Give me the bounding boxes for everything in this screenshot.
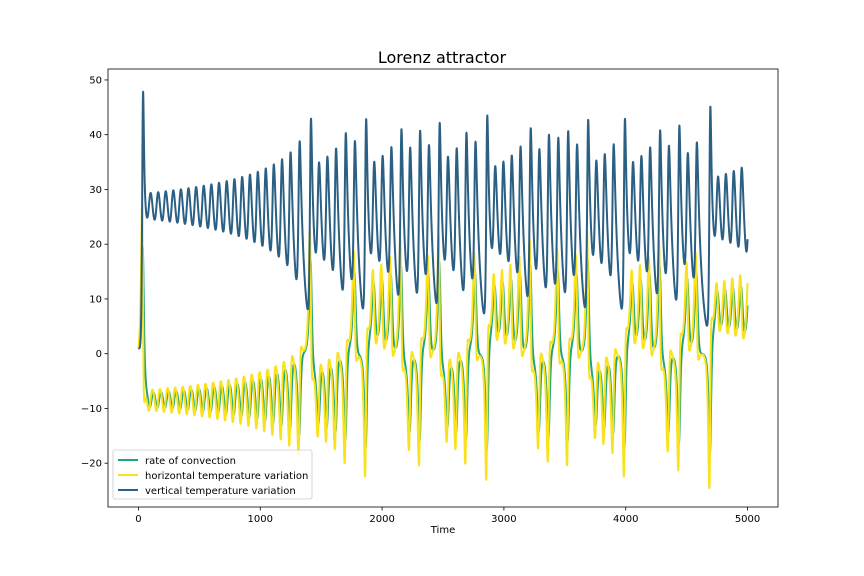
x-tick-label: 0: [135, 514, 141, 525]
x-tick-label: 4000: [613, 514, 638, 525]
y-tick-label: 10: [89, 294, 102, 305]
legend-label-vertical: vertical temperature variation: [145, 486, 296, 497]
x-axis-ticks: 0 1000 2000 3000 4000 5000: [135, 507, 760, 525]
legend-label-horizontal: horizontal temperature variation: [145, 471, 308, 482]
y-tick-label: 20: [89, 240, 102, 251]
chart-title: Lorenz attractor: [378, 48, 507, 67]
y-tick-label: 30: [89, 185, 102, 196]
series-vertical-line: [137, 90, 749, 350]
x-tick-label: 5000: [735, 514, 760, 525]
y-tick-label: 0: [96, 349, 102, 360]
y-tick-label: 50: [89, 75, 102, 86]
x-axis-label: Time: [430, 525, 455, 536]
legend: rate of convection horizontal temperatur…: [112, 449, 313, 500]
x-tick-label: 3000: [491, 514, 516, 525]
legend-box: [112, 449, 313, 500]
legend-label-convection: rate of convection: [145, 456, 236, 467]
series-lines: [137, 90, 749, 490]
series-horizontal-line: [137, 203, 749, 490]
y-axis-ticks: −20 −10 0 10 20 30 40 50: [81, 75, 108, 470]
x-tick-label: 2000: [369, 514, 394, 525]
y-tick-label: −10: [81, 404, 102, 415]
y-tick-label: 40: [89, 130, 102, 141]
y-tick-label: −20: [81, 459, 102, 470]
x-tick-label: 1000: [248, 514, 273, 525]
axes-frame: [107, 68, 779, 508]
